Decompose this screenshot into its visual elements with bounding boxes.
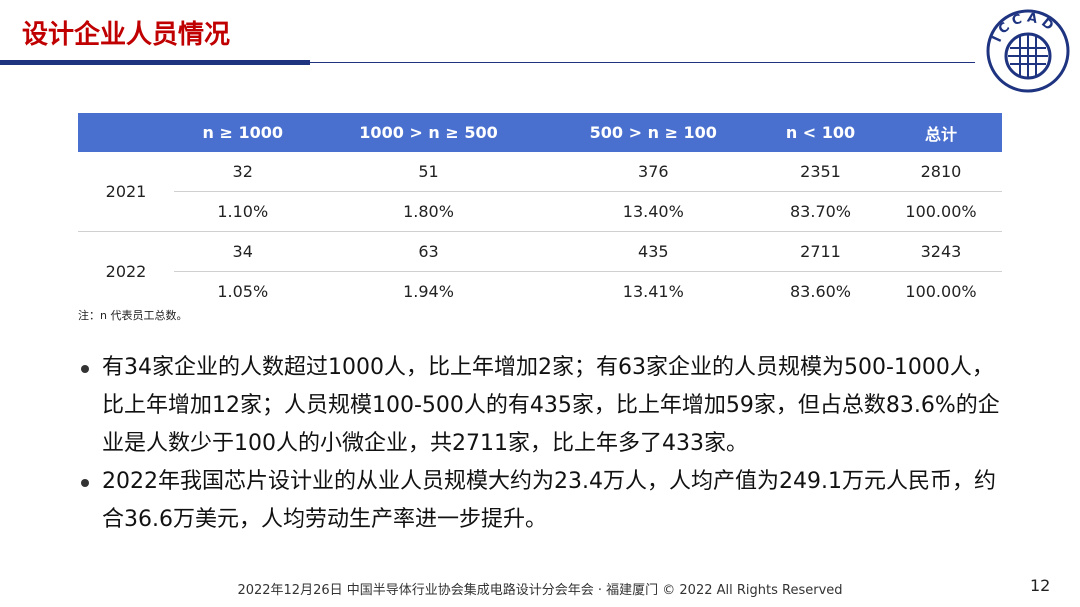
page-number: 12	[1030, 576, 1051, 595]
bullet: 2022年我国芯片设计业的从业人员规模大约为23.4万人，人均产值为249.1万…	[78, 463, 1008, 539]
share-cell: 1.80%	[311, 191, 546, 232]
bullet-list: 有34家企业的人数超过1000人，比上年增加2家；有63家企业的人员规模为500…	[78, 349, 1008, 539]
title-rule	[0, 60, 310, 65]
count-cell: 2810	[879, 152, 1002, 192]
table-row: 1.05% 1.94% 13.41% 83.60% 100.00%	[78, 272, 1002, 312]
share-cell: 1.10%	[174, 191, 312, 232]
header-cell	[78, 113, 174, 152]
count-cell: 3243	[879, 231, 1002, 272]
header-cell: 总计	[879, 113, 1002, 152]
share-cell: 100.00%	[905, 282, 977, 301]
share-cell: 83.70%	[761, 191, 880, 232]
count-cell: 34	[174, 231, 312, 272]
count-cell: 63	[311, 231, 546, 272]
count-cell: 2711	[761, 231, 880, 272]
year-cell: 2021	[78, 152, 174, 232]
slide-title: 设计企业人员情况	[22, 20, 231, 50]
count-cell: 32	[174, 152, 312, 192]
share-cell: 13.40%	[545, 191, 762, 232]
count-cell: 435	[545, 231, 762, 272]
share-cell: 100.00%	[879, 191, 1002, 232]
share-cell: 13.41%	[622, 282, 684, 301]
data-table: n ≥ 1000 1000 > n ≥ 500 500 > n ≥ 100 n < 1…	[78, 113, 1002, 311]
share-cell: 83.60%	[790, 282, 852, 301]
header-row: n ≥ 1000 1000 > n ≥ 500 500 > n ≥ 100 n < 1…	[78, 113, 1002, 152]
note: 注：n 代表员工总数。	[78, 309, 188, 322]
table-row: 1.10% 1.80% 13.40% 83.70% 100.00%	[78, 191, 1002, 232]
year-cell: 2022	[105, 262, 147, 281]
bullet: 有34家企业的人数超过1000人，比上年增加2家；有63家企业的人员规模为500…	[78, 349, 1008, 463]
title-rule	[310, 62, 975, 63]
header-cell: n < 100	[761, 113, 880, 152]
share-cell: 1.94%	[403, 282, 454, 301]
table-row: 2022 34 63 435 2711 3243	[78, 231, 1002, 281]
logo: ICCAD	[986, 9, 1070, 93]
count-cell: 2351	[761, 152, 880, 192]
header-cell: 1000 > n ≥ 500	[311, 113, 546, 152]
share-cell: 1.05%	[217, 282, 269, 301]
header-cell: 500 > n ≥ 100	[545, 113, 762, 152]
count-cell: 51	[311, 152, 546, 192]
header-cell: n ≥ 1000	[174, 113, 312, 152]
table-row: 2021 32 51 376 2351 2810	[78, 152, 1002, 232]
count-cell: 376	[545, 152, 762, 192]
footer: 2022年12月26日 中国半导体行业协会集成电路设计分会年会 · 福建厦门 ©…	[237, 583, 843, 598]
